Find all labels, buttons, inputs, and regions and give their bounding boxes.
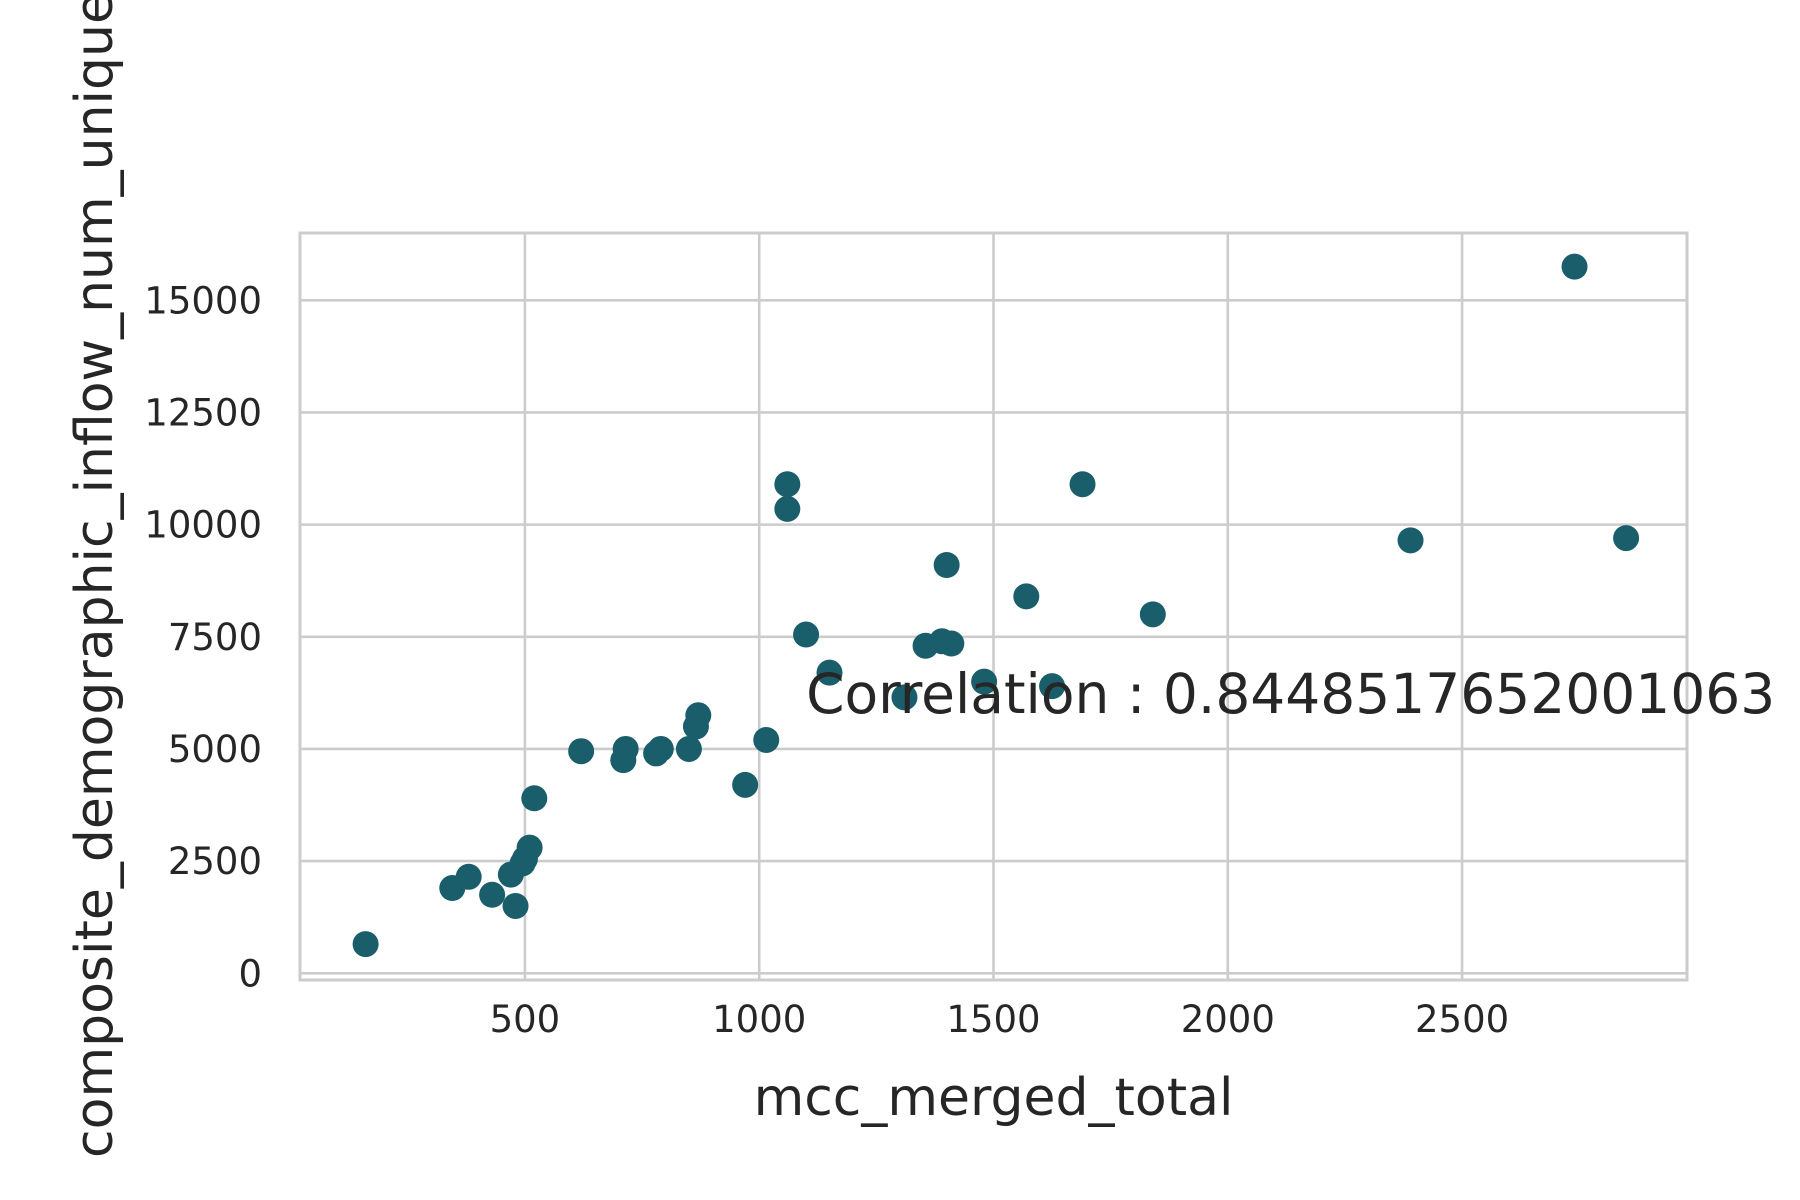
scatter-point	[1069, 471, 1096, 498]
x-axis-label: mcc_merged_total	[754, 1068, 1234, 1128]
scatter-point	[971, 668, 998, 695]
y-tick-label: 2500	[168, 840, 262, 883]
scatter-point	[455, 863, 482, 890]
scatter-point	[933, 552, 960, 578]
scatter-point	[521, 785, 548, 812]
y-tick-label: 0	[238, 952, 262, 995]
x-tick-label: 1000	[712, 998, 806, 1041]
y-tick-label: 10000	[144, 504, 262, 547]
y-tick-label: 12500	[144, 391, 262, 434]
scatter-point	[502, 892, 529, 919]
scatter-point	[516, 834, 543, 861]
scatter-point	[774, 471, 801, 498]
data-points	[352, 253, 1640, 958]
scatter-point	[732, 771, 759, 798]
scatter-point	[1039, 673, 1066, 700]
scatter-point	[479, 881, 506, 908]
scatter-point	[793, 621, 820, 648]
scatter-point	[816, 659, 843, 686]
scatter-point	[1397, 527, 1424, 554]
scatter-point	[647, 735, 674, 762]
y-tick-label: 5000	[168, 728, 262, 771]
y-tick-label: 7500	[168, 616, 262, 659]
scatter-point	[1013, 583, 1040, 610]
x-tick-label: 500	[490, 998, 561, 1041]
scatter-point	[753, 726, 780, 753]
scatter-point	[1139, 601, 1166, 628]
axes-frame	[298, 231, 1689, 982]
scatter-point	[1561, 253, 1588, 280]
x-tick-label: 1500	[946, 998, 1040, 1041]
scatter-point	[774, 495, 801, 522]
scatter-point	[891, 684, 918, 711]
x-tick-label: 2500	[1415, 998, 1509, 1041]
scatter-point	[352, 931, 379, 958]
y-tick-label: 15000	[144, 279, 262, 322]
scatter-point	[938, 630, 965, 657]
y-axis-label: composite_demographic_inflow_num_unique	[65, 0, 125, 1158]
scatter-point	[612, 735, 639, 762]
tick-labels: 500 1000 1500 2000 2500 0 2500 5000 7500 10000 125…	[144, 279, 1509, 1041]
correlation-annotation: Correlation : 0.8448517652001063	[806, 662, 1775, 726]
scatter-point	[1613, 525, 1640, 552]
scatter-point	[675, 735, 702, 762]
scatter-point	[568, 738, 595, 765]
x-tick-label: 2000	[1181, 998, 1275, 1041]
scatter-point	[685, 702, 712, 729]
